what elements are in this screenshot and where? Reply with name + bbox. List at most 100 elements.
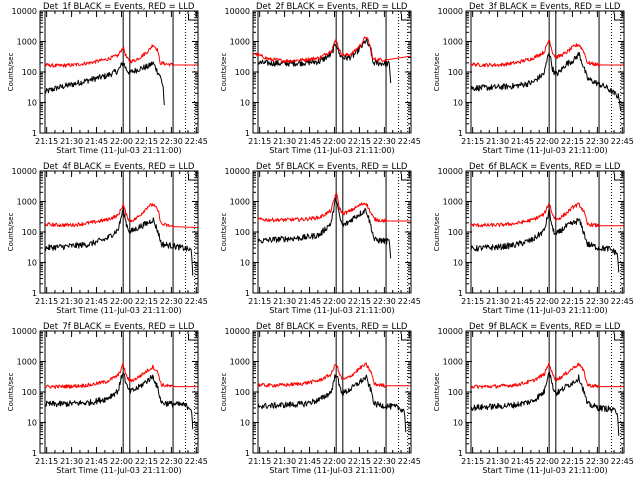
x-axis-label: Start Time (11-Jul-03 21:11:00) — [482, 466, 607, 475]
y-tick-label: 10 — [27, 99, 37, 108]
x-tick-label: 22:30 — [373, 137, 396, 146]
x-tick-label: 22:15 — [135, 457, 158, 466]
x-tick-label: 22:30 — [373, 457, 396, 466]
corner-bracket-mark — [401, 334, 409, 341]
y-tick-label: 10000 — [225, 167, 250, 176]
detector-panel-2: Det_2f BLACK = Events, RED = LLD 1 10 100 10… — [220, 2, 421, 155]
x-tick-label: 22:45 — [185, 297, 208, 306]
x-tick-label: 22:45 — [398, 137, 421, 146]
detector-panel-7: Det_7f BLACK = Events, RED = LLD 1 10 100 10… — [7, 322, 208, 475]
y-tick-label: 1 — [458, 129, 463, 138]
events-series-line — [257, 38, 392, 84]
detector-panel-1: Det_1f BLACK = Events, RED = LLD 1 10 100 10… — [7, 2, 208, 155]
y-axis-label: Counts/sec — [220, 213, 228, 252]
y-tick-label: 100 — [22, 228, 37, 237]
x-tick-label: 21:30 — [60, 137, 83, 146]
y-tick-label: 100 — [448, 388, 463, 397]
panel-title: Det_4f BLACK = Events, RED = LLD — [43, 162, 195, 172]
events-series-line — [44, 61, 165, 106]
y-tick-label: 1000 — [230, 358, 250, 367]
x-tick-label: 22:15 — [135, 137, 158, 146]
y-tick-label: 1000 — [443, 358, 463, 367]
x-tick-label: 21:45 — [85, 457, 108, 466]
x-tick-label: 22:45 — [185, 137, 208, 146]
y-tick-label: 1 — [32, 449, 37, 458]
corner-bracket-mark — [614, 174, 622, 181]
x-tick-label: 21:30 — [486, 137, 509, 146]
y-tick-label: 100 — [235, 68, 250, 77]
x-tick-label: 21:15 — [248, 297, 271, 306]
y-tick-label: 1000 — [17, 38, 37, 47]
x-tick-label: 21:45 — [298, 457, 321, 466]
corner-bracket-mark — [188, 174, 196, 181]
y-axis-label: Counts/sec — [433, 373, 441, 412]
x-tick-label: 22:00 — [536, 137, 559, 146]
x-tick-label: 22:45 — [398, 297, 421, 306]
x-tick-label: 22:45 — [611, 297, 634, 306]
x-tick-label: 21:45 — [85, 137, 108, 146]
y-tick-label: 100 — [235, 388, 250, 397]
y-tick-label: 1000 — [17, 358, 37, 367]
y-tick-label: 10 — [453, 99, 463, 108]
events-series-line — [470, 51, 622, 112]
x-tick-label: 22:30 — [586, 457, 609, 466]
y-tick-label: 100 — [22, 388, 37, 397]
y-tick-label: 10000 — [438, 7, 463, 16]
x-tick-label: 21:30 — [486, 297, 509, 306]
lld-series-line — [257, 193, 411, 223]
y-tick-label: 100 — [22, 68, 37, 77]
x-tick-label: 22:00 — [110, 297, 133, 306]
corner-bracket-mark — [614, 14, 622, 21]
panel-title: Det_3f BLACK = Events, RED = LLD — [469, 2, 621, 12]
x-tick-label: 22:30 — [586, 297, 609, 306]
lld-series-line — [45, 203, 198, 229]
lld-series-line — [252, 36, 411, 63]
detector-panel-6: Det_6f BLACK = Events, RED = LLD 1 10 100 10… — [433, 162, 634, 315]
y-tick-label: 1000 — [443, 38, 463, 47]
y-tick-label: 100 — [448, 228, 463, 237]
x-tick-label: 21:15 — [35, 457, 58, 466]
events-series-line — [257, 374, 407, 433]
x-tick-label: 22:30 — [373, 297, 396, 306]
events-series-line — [257, 197, 392, 259]
x-tick-label: 22:15 — [561, 297, 584, 306]
y-tick-label: 1 — [32, 289, 37, 298]
x-tick-label: 22:15 — [348, 457, 371, 466]
panel-title: Det_5f BLACK = Events, RED = LLD — [256, 162, 408, 172]
x-tick-label: 22:00 — [323, 137, 346, 146]
x-tick-label: 21:45 — [298, 137, 321, 146]
corner-bracket-mark — [614, 334, 622, 341]
y-tick-label: 1 — [458, 449, 463, 458]
y-tick-label: 10000 — [438, 167, 463, 176]
y-tick-label: 10 — [453, 259, 463, 268]
y-tick-label: 10000 — [225, 327, 250, 336]
y-tick-label: 1 — [245, 129, 250, 138]
panel-title: Det_2f BLACK = Events, RED = LLD — [256, 2, 408, 12]
panel-title: Det_6f BLACK = Events, RED = LLD — [469, 162, 621, 172]
x-tick-label: 22:00 — [323, 297, 346, 306]
x-tick-label: 22:30 — [160, 137, 183, 146]
x-tick-label: 21:45 — [298, 297, 321, 306]
y-tick-label: 10000 — [12, 167, 37, 176]
x-tick-label: 21:30 — [273, 457, 296, 466]
x-tick-label: 22:45 — [611, 137, 634, 146]
x-axis-label: Start Time (11-Jul-03 21:11:00) — [56, 306, 181, 315]
y-tick-label: 1000 — [17, 198, 37, 207]
detector-panel-8: Det_8f BLACK = Events, RED = LLD 1 10 100 10… — [220, 322, 421, 475]
y-tick-label: 100 — [235, 228, 250, 237]
y-tick-label: 10 — [453, 419, 463, 428]
x-tick-label: 22:15 — [561, 137, 584, 146]
x-tick-label: 21:45 — [511, 457, 534, 466]
panel-title: Det_1f BLACK = Events, RED = LLD — [43, 2, 195, 12]
x-tick-label: 21:45 — [511, 297, 534, 306]
x-tick-label: 21:30 — [60, 297, 83, 306]
x-axis-label: Start Time (11-Jul-03 21:11:00) — [269, 146, 394, 155]
x-tick-label: 21:45 — [85, 297, 108, 306]
x-tick-label: 22:00 — [536, 457, 559, 466]
y-tick-label: 10 — [27, 419, 37, 428]
lld-series-line — [44, 44, 198, 68]
panel-title: Det_8f BLACK = Events, RED = LLD — [256, 322, 408, 332]
x-tick-label: 22:15 — [561, 457, 584, 466]
detector-panel-4: Det_4f BLACK = Events, RED = LLD 1 10 100 10… — [7, 162, 208, 315]
y-tick-label: 1 — [245, 289, 250, 298]
